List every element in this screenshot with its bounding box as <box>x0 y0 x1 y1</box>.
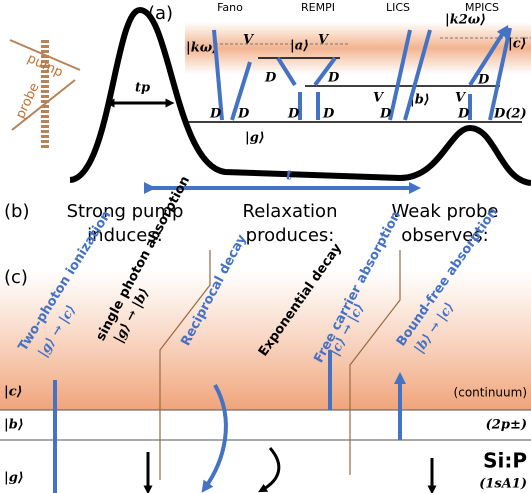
level-note: (1sA1) <box>479 477 527 492</box>
continuum-band <box>185 22 531 74</box>
decay-arrow <box>262 448 279 490</box>
level-state: |b⟩ <box>4 418 24 433</box>
state: |a⟩ <box>290 39 309 54</box>
probe-label: probe <box>13 81 42 121</box>
dipole: D <box>379 107 392 122</box>
scheme: REMPI <box>301 1 335 14</box>
column-title: Relaxation <box>243 201 338 222</box>
panel-label: (a) <box>148 3 173 24</box>
dipole: D <box>264 71 277 86</box>
column-title: produces: <box>246 225 335 246</box>
level-note: (continuum) <box>454 386 527 400</box>
scheme: Fano <box>217 1 243 14</box>
panel-label: (b) <box>4 201 29 222</box>
figure: pump probe (a) tp t Fano REMPI LICS MPIC… <box>0 0 531 493</box>
dipole: D <box>237 107 250 122</box>
t-label: t <box>286 169 292 184</box>
dipole: D <box>287 107 300 122</box>
material: Si:P <box>483 449 527 473</box>
process-arrow <box>148 452 432 490</box>
state: |g⟩ <box>245 131 265 146</box>
dipole: D <box>209 107 222 122</box>
scheme: LICS <box>386 1 410 14</box>
level-note: (2p±) <box>486 418 527 433</box>
state: |k2ω⟩ <box>445 13 486 28</box>
state: |c⟩ <box>508 37 527 52</box>
dipole: D <box>457 107 470 122</box>
dipole: D <box>327 71 340 86</box>
tp-label: tp <box>135 81 150 96</box>
level-state: |c⟩ <box>4 385 23 400</box>
dipole: D <box>322 107 335 122</box>
coupling: V <box>455 91 467 106</box>
dipole: D(2) <box>493 107 527 122</box>
dipole: D <box>477 73 490 88</box>
level-state: |g⟩ <box>4 471 24 486</box>
coupling: V <box>373 91 385 106</box>
panel-label: (c) <box>4 267 28 288</box>
